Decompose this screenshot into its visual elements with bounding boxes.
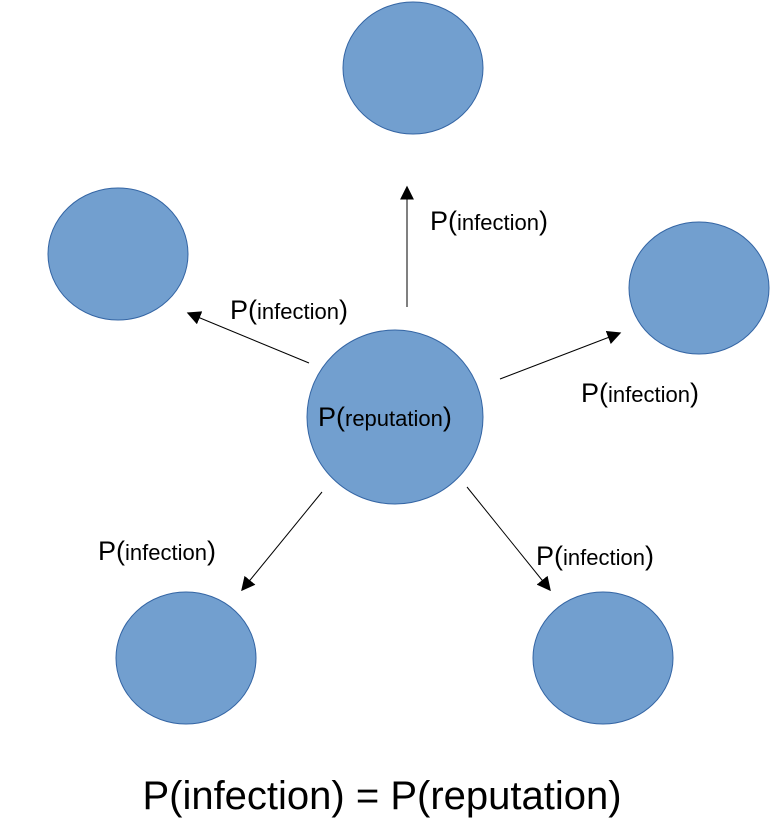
label-suffix: ) (338, 295, 348, 325)
formula-caption: P(infection) = P(reputation) (142, 774, 622, 818)
label-suffix: ) (206, 536, 216, 566)
label-word: infection (563, 545, 645, 570)
node-top (342, 1, 484, 135)
label-word: infection (125, 540, 207, 565)
label-prefix: P( (581, 378, 608, 408)
label-prefix: P( (536, 541, 563, 571)
edge-arrow-lower-right (466, 486, 551, 592)
label-word: reputation (345, 406, 443, 431)
edge-label-lower-right: P(infection) (536, 543, 654, 570)
edge-arrow-upper-right (499, 330, 622, 380)
label-word: infection (608, 382, 690, 407)
label-word: infection (457, 210, 539, 235)
node-lower-right (532, 591, 674, 725)
label-prefix: P( (430, 206, 457, 236)
edge-label-upper-left: P(infection) (230, 297, 348, 324)
label-word: infection (257, 299, 339, 324)
edge-arrow-lower-left (241, 491, 323, 592)
label-suffix: ) (689, 378, 699, 408)
edge-label-top: P(infection) (430, 208, 548, 235)
center-node-label: P(reputation) (318, 404, 452, 431)
edge-label-upper-right: P(infection) (581, 380, 699, 407)
node-upper-right (628, 221, 770, 355)
label-prefix: P( (98, 536, 125, 566)
label-suffix: ) (644, 541, 654, 571)
node-lower-left (115, 591, 257, 725)
label-prefix: P( (318, 402, 345, 432)
node-upper-left (47, 187, 189, 321)
edge-label-lower-left: P(infection) (98, 538, 216, 565)
label-suffix: ) (442, 402, 452, 432)
label-prefix: P( (230, 295, 257, 325)
edge-arrow-upper-left (186, 311, 310, 364)
label-suffix: ) (538, 206, 548, 236)
node-center (306, 329, 484, 505)
